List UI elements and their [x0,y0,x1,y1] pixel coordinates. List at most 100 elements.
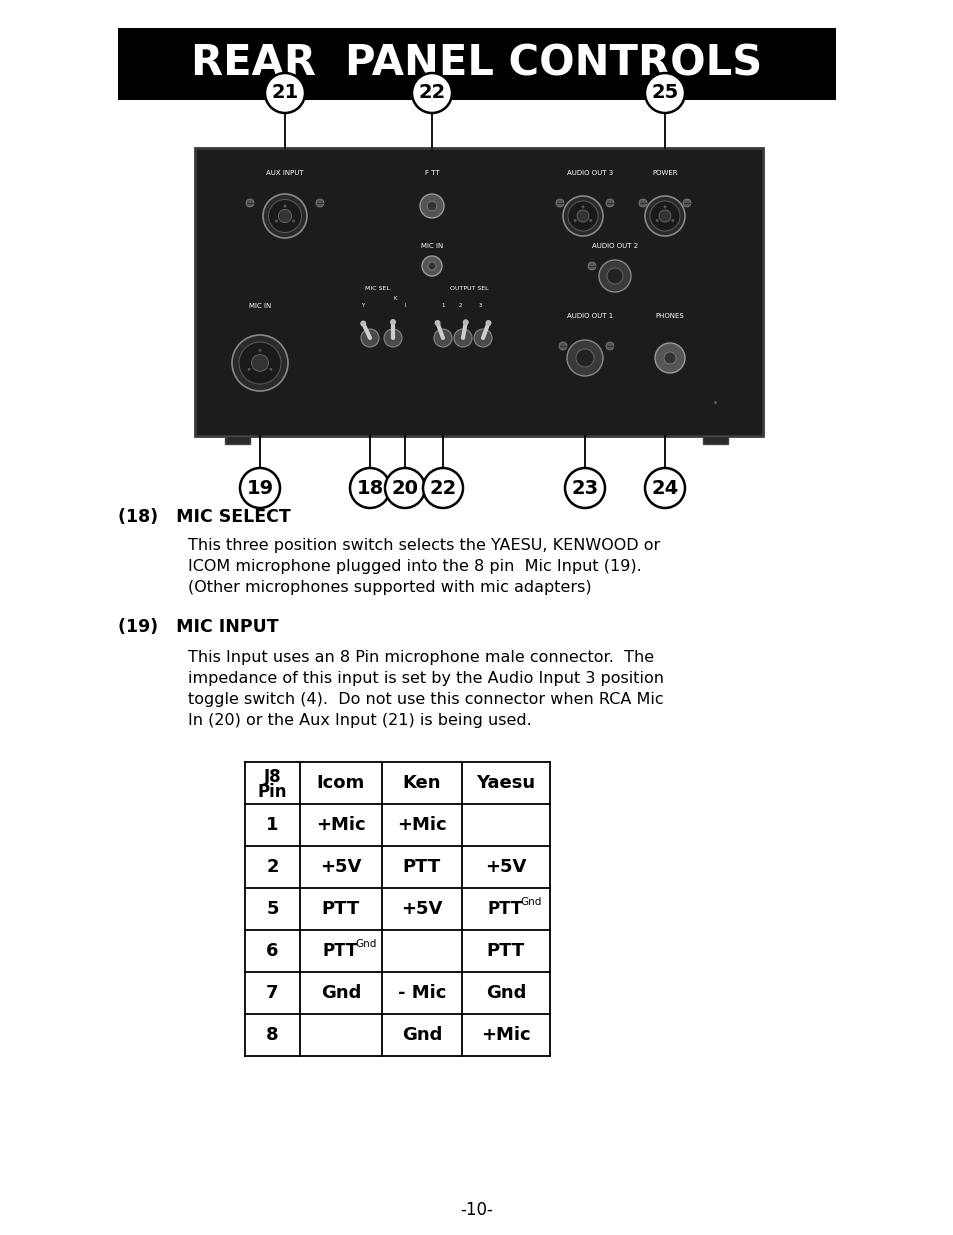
Text: MIC SEL: MIC SEL [365,287,390,291]
Text: 3: 3 [477,303,481,308]
Text: Pin: Pin [257,783,287,802]
Text: In (20) or the Aux Input (21) is being used.: In (20) or the Aux Input (21) is being u… [188,713,531,727]
Text: PTT: PTT [486,942,524,960]
Circle shape [567,201,598,231]
Circle shape [644,73,684,112]
Text: AUX INPUT: AUX INPUT [266,170,303,177]
FancyBboxPatch shape [194,148,762,436]
Circle shape [659,210,670,222]
Circle shape [556,199,563,207]
Circle shape [239,342,281,384]
Circle shape [605,199,614,207]
Circle shape [589,219,592,222]
Circle shape [246,199,253,207]
Circle shape [606,268,622,284]
Text: 24: 24 [651,478,678,498]
Circle shape [671,219,674,222]
Text: J8: J8 [263,768,281,785]
Circle shape [649,201,679,231]
Circle shape [663,352,676,364]
Text: 25: 25 [651,84,678,103]
Circle shape [655,343,684,373]
Text: AUDIO OUT 2: AUDIO OUT 2 [591,243,638,249]
Text: 5: 5 [266,900,278,918]
Text: K: K [393,296,396,301]
Circle shape [421,256,441,275]
Text: +Mic: +Mic [315,816,365,834]
Circle shape [577,210,588,222]
Circle shape [655,219,658,222]
Text: toggle switch (4).  Do not use this connector when RCA Mic: toggle switch (4). Do not use this conne… [188,692,663,706]
Text: 8: 8 [266,1026,278,1044]
Text: impedance of this input is set by the Audio Input 3 position: impedance of this input is set by the Au… [188,671,663,685]
Text: 2: 2 [266,858,278,876]
Circle shape [644,196,684,236]
Text: PHONES: PHONES [655,312,683,319]
FancyBboxPatch shape [225,436,250,445]
Text: Ken: Ken [402,774,441,792]
Text: (19)   MIC INPUT: (19) MIC INPUT [118,618,278,636]
Circle shape [360,329,378,347]
Text: MIC IN: MIC IN [420,243,442,249]
Text: 6: 6 [266,942,278,960]
Circle shape [434,329,452,347]
Text: •: • [712,399,717,408]
Text: Gnd: Gnd [485,984,526,1002]
Circle shape [268,200,301,232]
Circle shape [682,199,690,207]
Circle shape [485,320,491,326]
Circle shape [274,220,277,222]
Text: +5V: +5V [320,858,361,876]
Text: I: I [404,303,405,308]
Text: -10-: -10- [460,1200,493,1219]
Circle shape [581,205,584,209]
Circle shape [252,354,268,372]
Text: 1: 1 [266,816,278,834]
Circle shape [564,468,604,508]
Circle shape [412,73,452,112]
FancyBboxPatch shape [702,436,727,445]
Circle shape [639,199,646,207]
Circle shape [265,73,305,112]
Text: Icom: Icom [316,774,365,792]
Circle shape [263,194,307,238]
Circle shape [248,368,251,370]
Text: 22: 22 [429,478,456,498]
Circle shape [562,196,602,236]
Text: 23: 23 [571,478,598,498]
Text: 20: 20 [391,478,418,498]
Circle shape [454,329,472,347]
Circle shape [419,194,443,219]
Text: ICOM microphone plugged into the 8 pin  Mic Input (19).: ICOM microphone plugged into the 8 pin M… [188,559,641,574]
Circle shape [269,368,273,370]
Circle shape [278,210,292,222]
Circle shape [576,350,594,367]
Text: POWER: POWER [652,170,677,177]
Text: AUDIO OUT 3: AUDIO OUT 3 [566,170,613,177]
Text: PTT: PTT [321,900,359,918]
Circle shape [292,220,294,222]
Text: 22: 22 [418,84,445,103]
Text: +Mic: +Mic [480,1026,530,1044]
Circle shape [474,329,492,347]
Circle shape [422,468,462,508]
Text: - Mic: - Mic [397,984,446,1002]
Text: Gnd: Gnd [401,1026,442,1044]
Circle shape [662,205,666,209]
Circle shape [462,319,468,325]
Text: Yaesu: Yaesu [476,774,535,792]
Text: (18)   MIC SELECT: (18) MIC SELECT [118,508,291,526]
Text: +5V: +5V [485,858,526,876]
Text: PTT: PTT [488,900,522,918]
Text: Y: Y [361,303,364,308]
Circle shape [315,199,324,207]
Circle shape [605,342,614,350]
Circle shape [390,319,395,325]
Circle shape [644,468,684,508]
Text: 18: 18 [356,478,383,498]
Text: +5V: +5V [401,900,442,918]
Circle shape [587,262,596,270]
Circle shape [385,468,424,508]
Text: F TT: F TT [424,170,438,177]
Text: AUDIO OUT 1: AUDIO OUT 1 [566,312,613,319]
